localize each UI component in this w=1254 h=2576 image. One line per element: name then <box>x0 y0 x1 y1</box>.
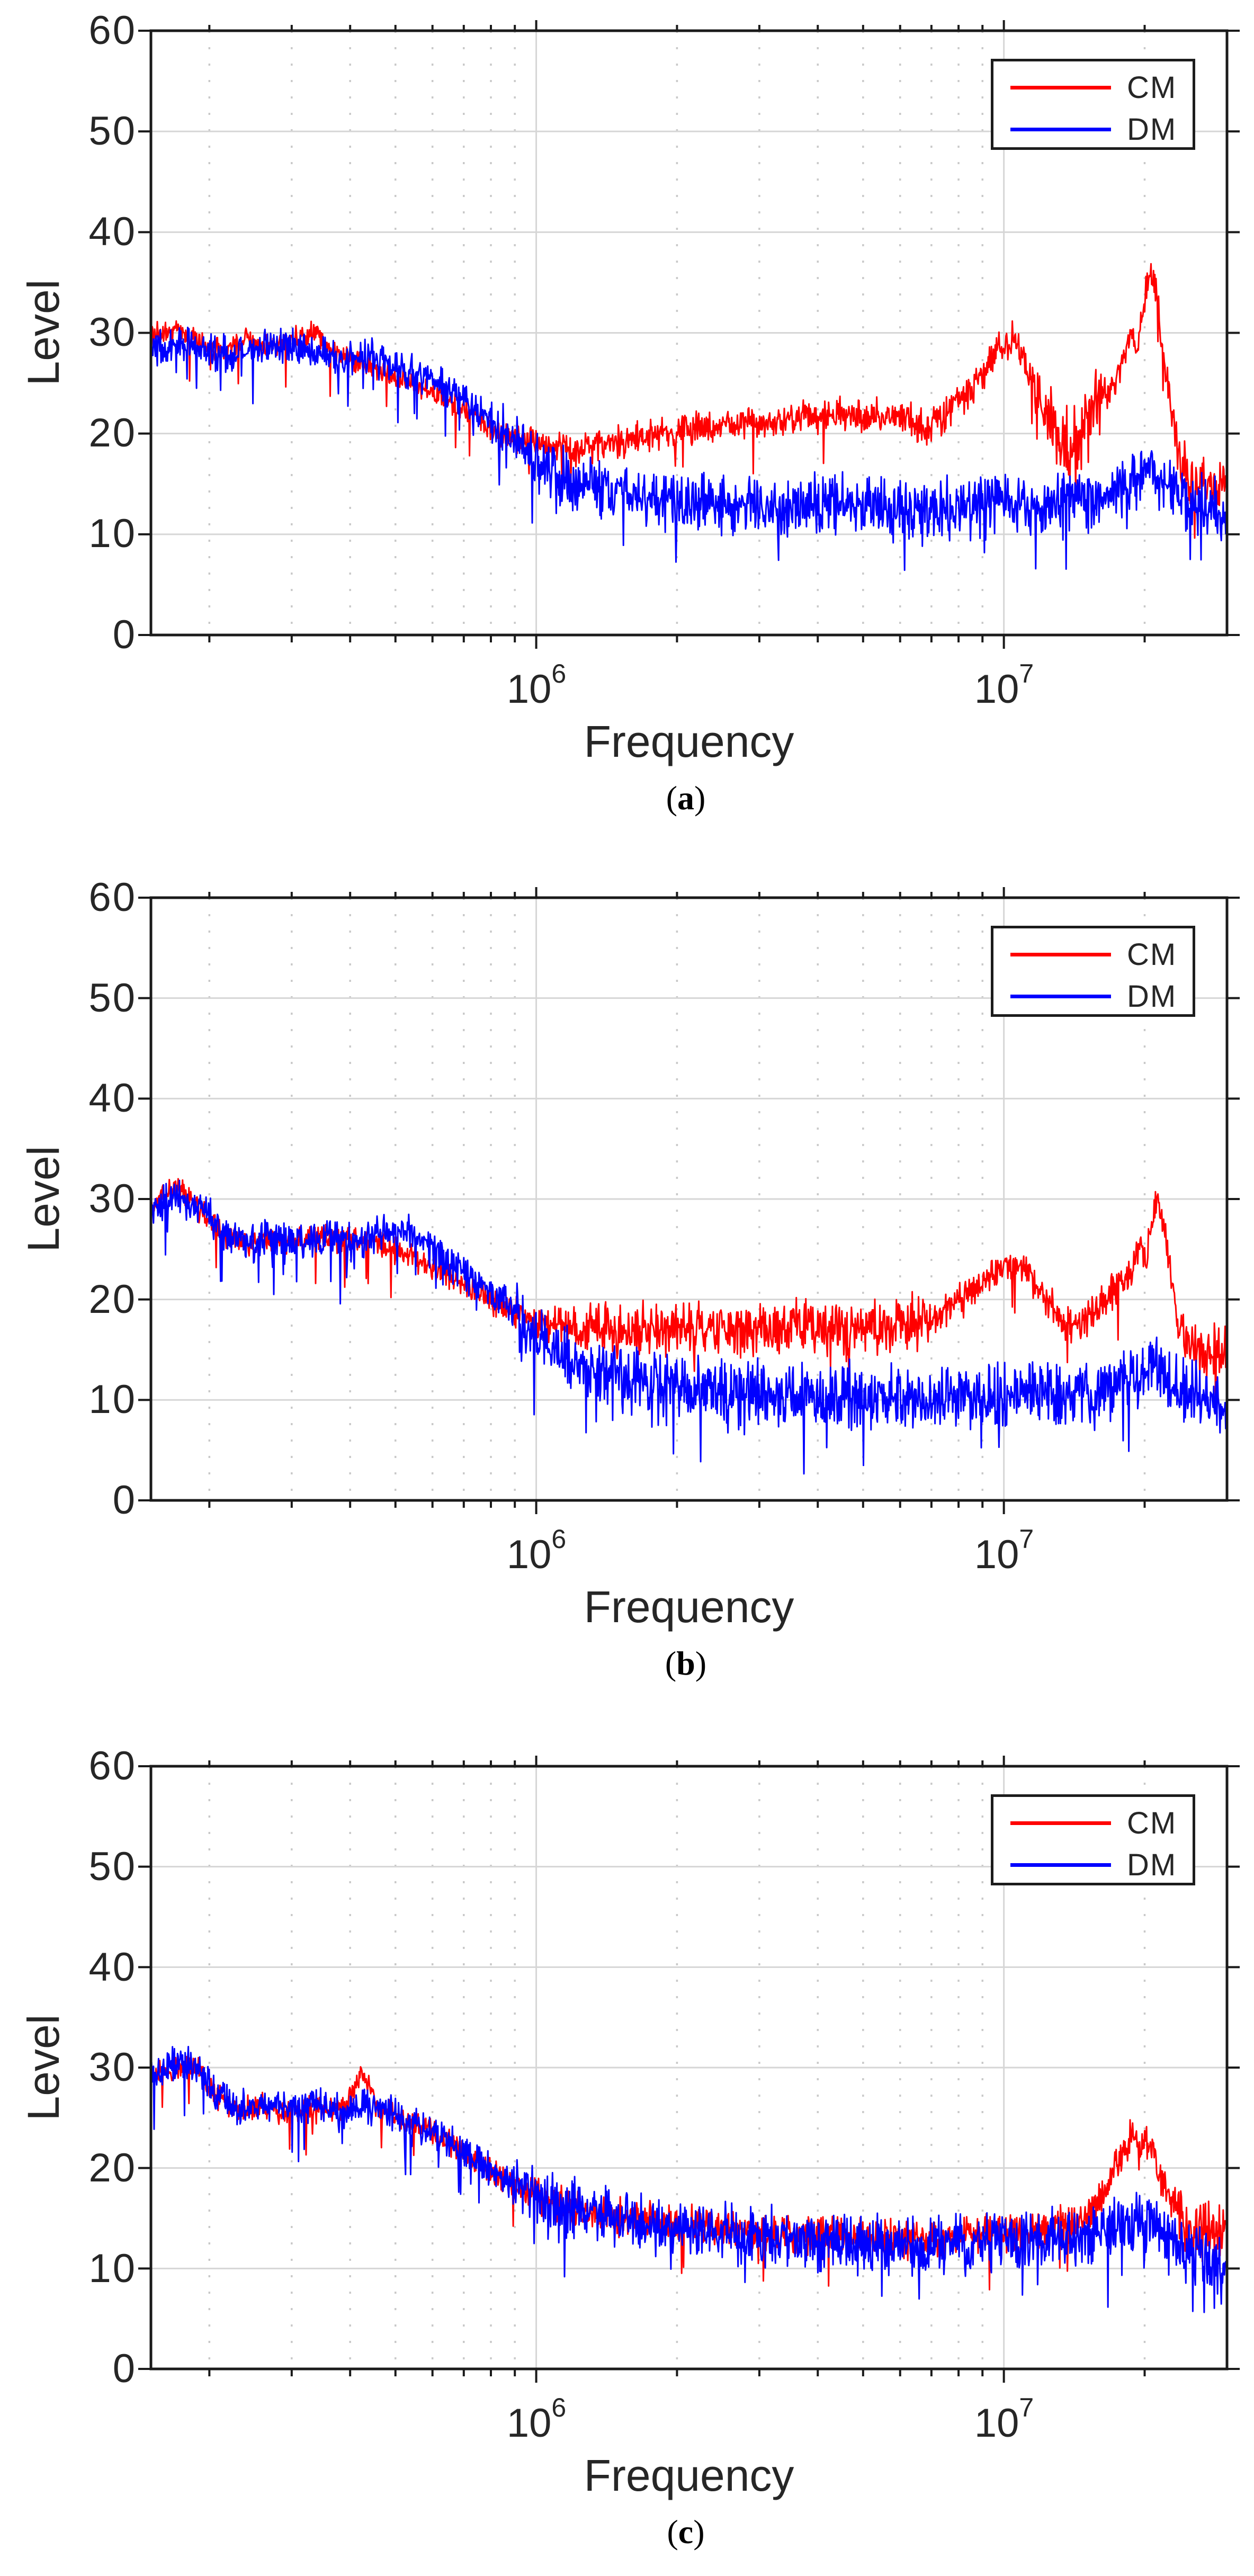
x-tick-label: 107 <box>974 2393 1034 2446</box>
y-tick-label: 50 <box>88 1844 137 1889</box>
legend-entry-dm: DM <box>993 109 1193 150</box>
y-tick-label: 60 <box>88 1743 137 1788</box>
figure-caption: (c) <box>667 2513 705 2551</box>
cm-line-sample <box>1010 1821 1111 1825</box>
y-tick-label: 60 <box>88 8 137 53</box>
x-tick-label: 106 <box>506 1524 567 1577</box>
x-axis-title: Frequency <box>584 717 794 766</box>
y-tick-label: 0 <box>112 612 137 657</box>
legend-label: DM <box>1127 979 1177 1014</box>
y-tick-label: 10 <box>88 511 137 556</box>
y-tick-label: 30 <box>88 310 137 355</box>
dm-line-sample <box>1010 128 1111 131</box>
x-tick-label: 107 <box>974 659 1034 712</box>
y-tick-label: 50 <box>88 976 137 1021</box>
legend-entry-dm: DM <box>993 976 1193 1017</box>
y-tick-label: 40 <box>88 1945 137 1990</box>
cm-line-sample <box>1010 953 1111 956</box>
y-axis-title: Level <box>19 1146 68 1253</box>
y-tick-label: 20 <box>88 2145 137 2190</box>
y-tick-label: 60 <box>88 875 137 920</box>
legend: CM DM <box>991 926 1195 1017</box>
y-tick-label: 20 <box>88 410 137 455</box>
figure-caption: (a) <box>666 779 706 817</box>
y-tick-label: 10 <box>88 2246 137 2291</box>
y-axis-title: Level <box>19 2014 68 2121</box>
legend-label: DM <box>1127 1848 1177 1882</box>
legend-label: DM <box>1127 112 1177 147</box>
y-tick-label: 0 <box>112 1478 137 1523</box>
x-tick-label: 106 <box>506 659 567 712</box>
dm-line-sample <box>1010 995 1111 998</box>
y-tick-label: 0 <box>112 2346 137 2391</box>
y-axis-title: Level <box>19 279 68 386</box>
x-axis-title: Frequency <box>584 1582 794 1632</box>
legend-label: CM <box>1127 70 1177 105</box>
legend-label: CM <box>1127 1806 1177 1840</box>
legend: CM DM <box>991 1794 1195 1885</box>
legend: CM DM <box>991 59 1195 150</box>
x-axis-title: Frequency <box>584 2450 794 2500</box>
y-tick-label: 50 <box>88 109 137 154</box>
y-tick-label: 40 <box>88 1076 137 1121</box>
y-tick-label: 30 <box>88 1176 137 1221</box>
legend-entry-cm: CM <box>993 61 1193 109</box>
legend-entry-cm: CM <box>993 1797 1193 1844</box>
y-tick-label: 40 <box>88 209 137 254</box>
cm-line-sample <box>1010 86 1111 90</box>
y-tick-label: 30 <box>88 2045 137 2090</box>
legend-entry-cm: CM <box>993 928 1193 976</box>
figure-caption: (b) <box>665 1644 707 1682</box>
legend-entry-dm: DM <box>993 1844 1193 1886</box>
y-tick-label: 20 <box>88 1277 137 1322</box>
x-tick-label: 106 <box>506 2393 567 2446</box>
legend-label: CM <box>1127 937 1177 972</box>
x-tick-label: 107 <box>974 1524 1034 1577</box>
dm-line-sample <box>1010 1863 1111 1867</box>
y-tick-label: 10 <box>88 1377 137 1422</box>
